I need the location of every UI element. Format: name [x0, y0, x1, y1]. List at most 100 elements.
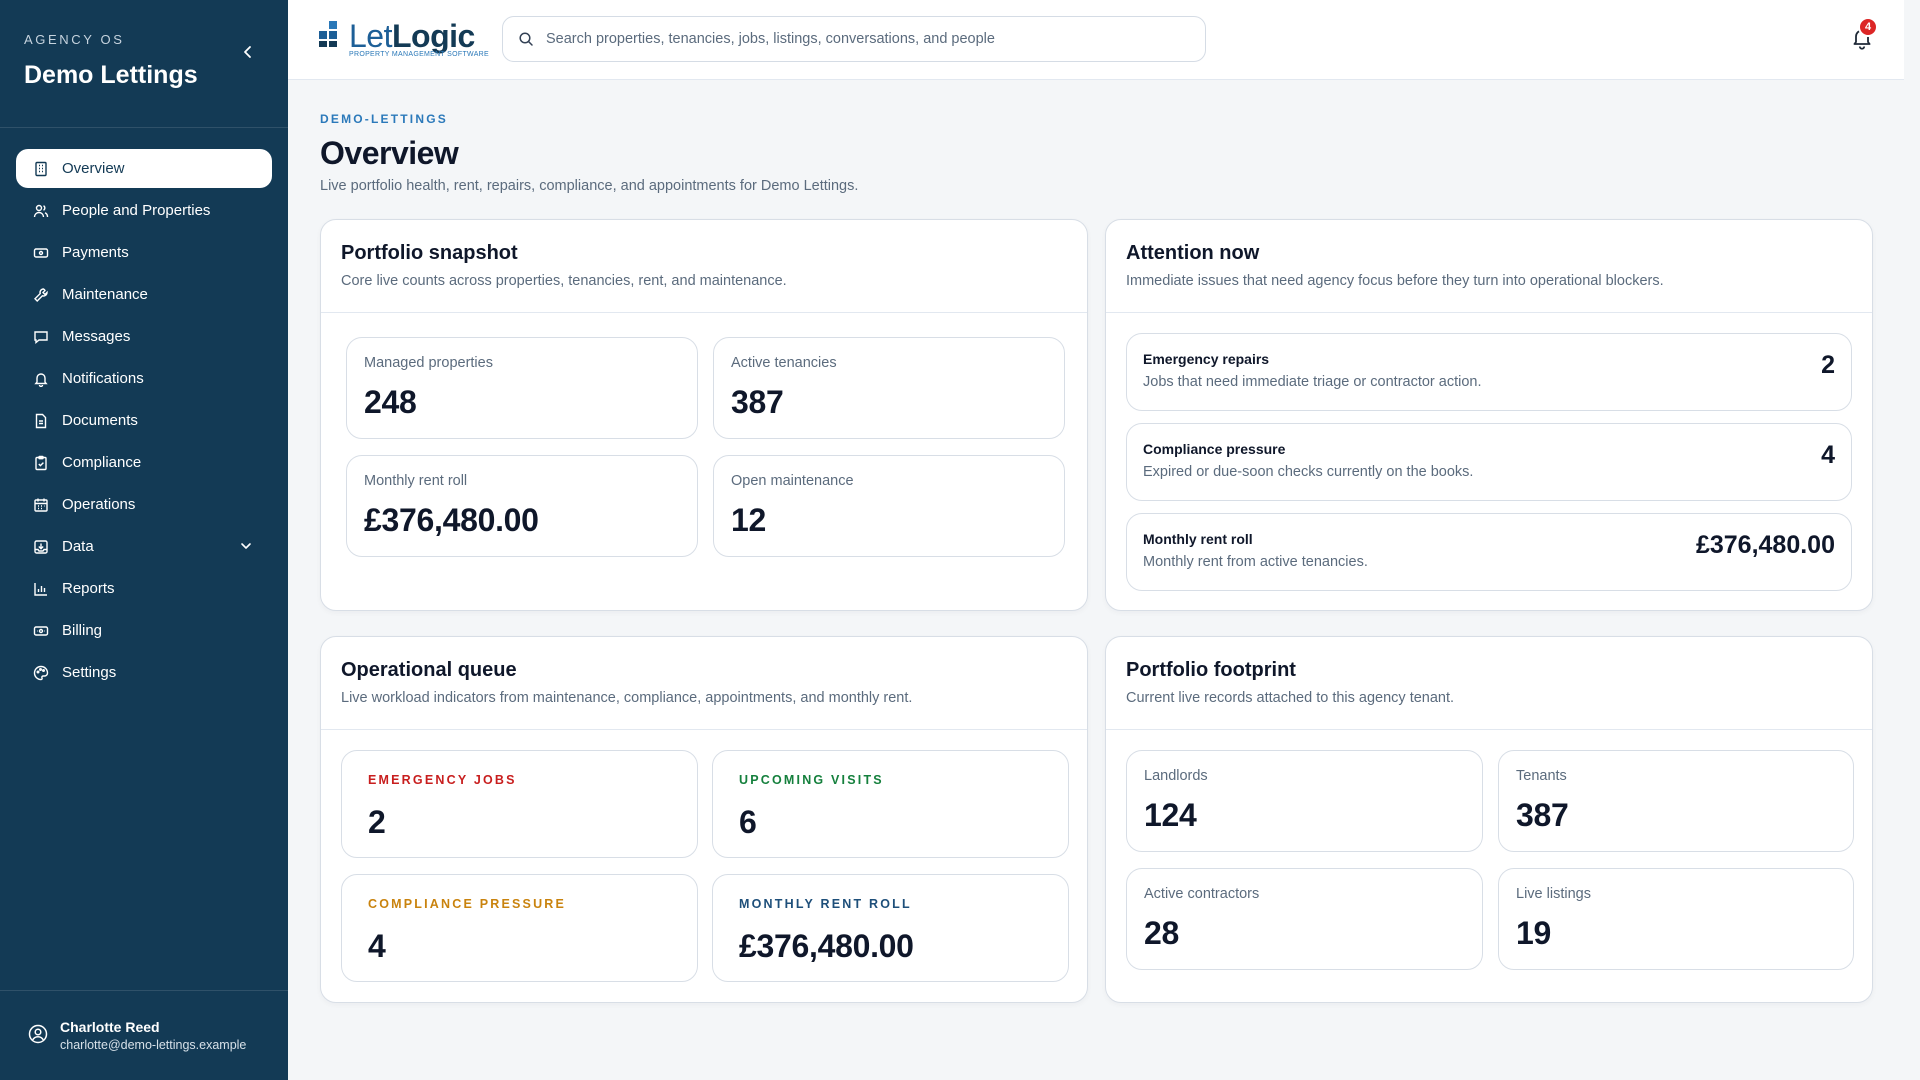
- sidebar-nav: Overview People and Properties Payments …: [0, 128, 288, 692]
- tile-value: £376,480.00: [739, 928, 914, 964]
- user-circle-icon: [28, 1024, 48, 1044]
- tile-label: Monthly rent roll: [364, 473, 468, 489]
- attention-now-card: Attention now Immediate issues that need…: [1105, 219, 1873, 611]
- message-icon: [32, 328, 50, 346]
- search-input[interactable]: [546, 31, 1186, 47]
- compliance-pressure-tile[interactable]: COMPLIANCE PRESSURE 4: [341, 874, 698, 982]
- upcoming-visits-tile[interactable]: UPCOMING VISITS 6: [712, 750, 1069, 858]
- page-title: Overview: [320, 135, 459, 171]
- wrench-icon: [32, 286, 50, 304]
- row-title: Emergency repairs: [1143, 351, 1270, 367]
- global-search[interactable]: [502, 16, 1206, 62]
- portfolio-snapshot-card: Portfolio snapshot Core live counts acro…: [320, 219, 1088, 611]
- portfolio-footprint-card: Portfolio footprint Current live records…: [1105, 636, 1873, 1003]
- emergency-jobs-tile[interactable]: EMERGENCY JOBS 2: [341, 750, 698, 858]
- banknote-icon: [32, 622, 50, 640]
- building-icon: [32, 160, 50, 178]
- live-listings-tile[interactable]: Live listings 19: [1498, 868, 1854, 970]
- tile-label: EMERGENCY JOBS: [368, 773, 517, 787]
- inbox-download-icon: [32, 538, 50, 556]
- card-header: Attention now Immediate issues that need…: [1106, 220, 1872, 313]
- logo-tagline: PROPERTY MANAGEMENT SOFTWARE: [349, 51, 489, 58]
- tile-label: Managed properties: [364, 355, 493, 371]
- active-contractors-tile[interactable]: Active contractors 28: [1126, 868, 1483, 970]
- row-description: Monthly rent from active tenancies.: [1143, 554, 1368, 570]
- sidebar-item-label: People and Properties: [62, 202, 211, 219]
- sidebar-item-messages[interactable]: Messages: [16, 317, 272, 356]
- monthly-rent-roll-tile[interactable]: Monthly rent roll £376,480.00: [346, 455, 698, 557]
- tile-label: COMPLIANCE PRESSURE: [368, 897, 567, 911]
- logo-bold: Logic: [391, 18, 475, 54]
- search-icon: [519, 32, 533, 46]
- sidebar-item-data[interactable]: Data: [16, 527, 272, 566]
- sidebar-item-label: Operations: [62, 496, 136, 513]
- tile-value: 387: [731, 384, 784, 420]
- palette-icon: [32, 664, 50, 682]
- tile-value: 12: [731, 502, 766, 538]
- sidebar-item-label: Overview: [62, 160, 125, 177]
- user-email: charlotte@demo-lettings.example: [60, 1038, 247, 1052]
- tile-value: 2: [368, 804, 386, 840]
- sidebar-item-label: Data: [62, 538, 94, 555]
- logo-prefix: Let: [349, 18, 392, 54]
- sidebar-item-label: Maintenance: [62, 286, 148, 303]
- tile-value: 6: [739, 804, 757, 840]
- tile-value: 248: [364, 384, 417, 420]
- calendar-icon: [32, 496, 50, 514]
- sidebar-item-people-and-properties[interactable]: People and Properties: [16, 191, 272, 230]
- monthly-rent-roll-queue-tile[interactable]: MONTHLY RENT ROLL £376,480.00: [712, 874, 1069, 982]
- card-subtitle: Immediate issues that need agency focus …: [1126, 273, 1664, 289]
- logo-mark-icon: [319, 21, 337, 47]
- card-subtitle: Live workload indicators from maintenanc…: [341, 690, 913, 706]
- row-value: 2: [1821, 351, 1835, 379]
- clipboard-check-icon: [32, 454, 50, 472]
- tile-label: Tenants: [1516, 768, 1567, 784]
- managed-properties-tile[interactable]: Managed properties 248: [346, 337, 698, 439]
- tile-value: 4: [368, 928, 386, 964]
- sidebar-item-settings[interactable]: Settings: [16, 653, 272, 692]
- card-header: Portfolio snapshot Core live counts acro…: [321, 220, 1087, 313]
- document-icon: [32, 412, 50, 430]
- tile-value: 387: [1516, 797, 1569, 833]
- compliance-pressure-row[interactable]: Compliance pressure Expired or due-soon …: [1126, 423, 1852, 501]
- tile-value: 19: [1516, 915, 1551, 951]
- tile-value: 28: [1144, 915, 1179, 951]
- open-maintenance-tile[interactable]: Open maintenance 12: [713, 455, 1065, 557]
- emergency-repairs-row[interactable]: Emergency repairs Jobs that need immedia…: [1126, 333, 1852, 411]
- notifications-count-badge: 4: [1858, 17, 1878, 37]
- agency-name: Demo Lettings: [24, 61, 198, 89]
- tile-label: MONTHLY RENT ROLL: [739, 897, 912, 911]
- page-subtitle: Live portfolio health, rent, repairs, co…: [320, 178, 859, 194]
- sidebar-item-label: Documents: [62, 412, 138, 429]
- user-name: Charlotte Reed: [60, 1019, 160, 1035]
- monthly-rent-roll-row[interactable]: Monthly rent roll Monthly rent from acti…: [1126, 513, 1852, 591]
- sidebar-item-notifications[interactable]: Notifications: [16, 359, 272, 398]
- card-title: Portfolio footprint: [1126, 659, 1296, 681]
- tenants-tile[interactable]: Tenants 387: [1498, 750, 1854, 852]
- row-description: Jobs that need immediate triage or contr…: [1143, 374, 1482, 390]
- sidebar-item-maintenance[interactable]: Maintenance: [16, 275, 272, 314]
- user-profile[interactable]: Charlotte Reed charlotte@demo-lettings.e…: [0, 990, 288, 1080]
- sidebar-item-billing[interactable]: Billing: [16, 611, 272, 650]
- card-title: Attention now: [1126, 242, 1260, 264]
- sidebar-item-documents[interactable]: Documents: [16, 401, 272, 440]
- sidebar-item-operations[interactable]: Operations: [16, 485, 272, 524]
- sidebar-item-label: Settings: [62, 664, 117, 681]
- tile-label: Open maintenance: [731, 473, 854, 489]
- sidebar-item-reports[interactable]: Reports: [16, 569, 272, 608]
- people-icon: [32, 202, 50, 220]
- sidebar-item-label: Notifications: [62, 370, 144, 387]
- card-header: Operational queue Live workload indicato…: [321, 637, 1087, 730]
- letlogic-logo[interactable]: LetLogic PROPERTY MANAGEMENT SOFTWARE: [319, 18, 489, 62]
- sidebar-item-compliance[interactable]: Compliance: [16, 443, 272, 482]
- landlords-tile[interactable]: Landlords 124: [1126, 750, 1483, 852]
- card-title: Operational queue: [341, 659, 517, 681]
- sidebar-item-overview[interactable]: Overview: [16, 149, 272, 188]
- card-subtitle: Core live counts across properties, tena…: [341, 273, 787, 289]
- sidebar-item-payments[interactable]: Payments: [16, 233, 272, 272]
- operational-queue-card: Operational queue Live workload indicato…: [320, 636, 1088, 1003]
- bell-icon: [32, 370, 50, 388]
- active-tenancies-tile[interactable]: Active tenancies 387: [713, 337, 1065, 439]
- collapse-sidebar-button[interactable]: [236, 40, 260, 64]
- sidebar-item-label: Billing: [62, 622, 103, 639]
